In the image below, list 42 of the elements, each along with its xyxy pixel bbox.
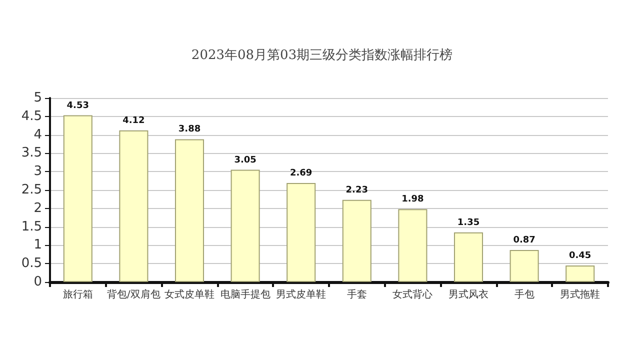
data-label: 4.53 [66,100,90,111]
y-tick-label: 1.5 [21,219,42,234]
data-label: 3.05 [234,155,256,166]
y-tick-label: 3.5 [21,146,42,161]
bar [454,232,484,282]
y-tick-label: 2.5 [21,182,42,198]
data-label: 2.23 [346,185,368,196]
data-label: 1.98 [402,194,424,205]
x-tick-label: 女式皮单鞋 [164,288,214,300]
chart-title: 2023年08月第03期三级分类指数涨幅排行榜 [191,48,453,63]
x-tick-label: 手包 [514,288,534,300]
y-tick-label: 5 [34,90,42,106]
y-tick-label: 3 [34,164,42,180]
x-tick-label: 旅行箱 [62,288,93,300]
y-tick-label: 4 [34,127,42,142]
data-label: 1.35 [457,218,480,228]
data-label: 0.45 [568,250,592,261]
bar [566,265,595,282]
data-label: 4.12 [122,116,145,126]
x-tick-label: 电脑手提包 [220,288,270,300]
bar [398,209,428,282]
bar [510,250,539,282]
x-tick-label: 背包/双肩包 [107,288,160,300]
bar [342,200,372,282]
y-tick-label: 2 [34,200,42,216]
data-label: 2.69 [290,168,312,179]
bar [119,130,148,282]
x-tick-label: 男式皮单鞋 [276,288,326,300]
x-tick-label: 男式拖鞋 [560,288,600,300]
y-tick-label: 0.5 [21,256,42,272]
y-tick-label: 4.5 [21,108,42,124]
data-label: 3.88 [178,124,201,135]
x-tick-label: 手套 [346,288,367,300]
bar [63,115,92,282]
y-tick-label: 1 [34,238,42,253]
x-tick-label: 男式风衣 [448,288,488,300]
data-label: 0.87 [513,235,536,246]
x-tick-label: 女式背心 [392,288,433,300]
y-tick-label: 0 [34,274,42,290]
bar [174,139,204,282]
bar [286,183,316,282]
bar [230,170,260,282]
